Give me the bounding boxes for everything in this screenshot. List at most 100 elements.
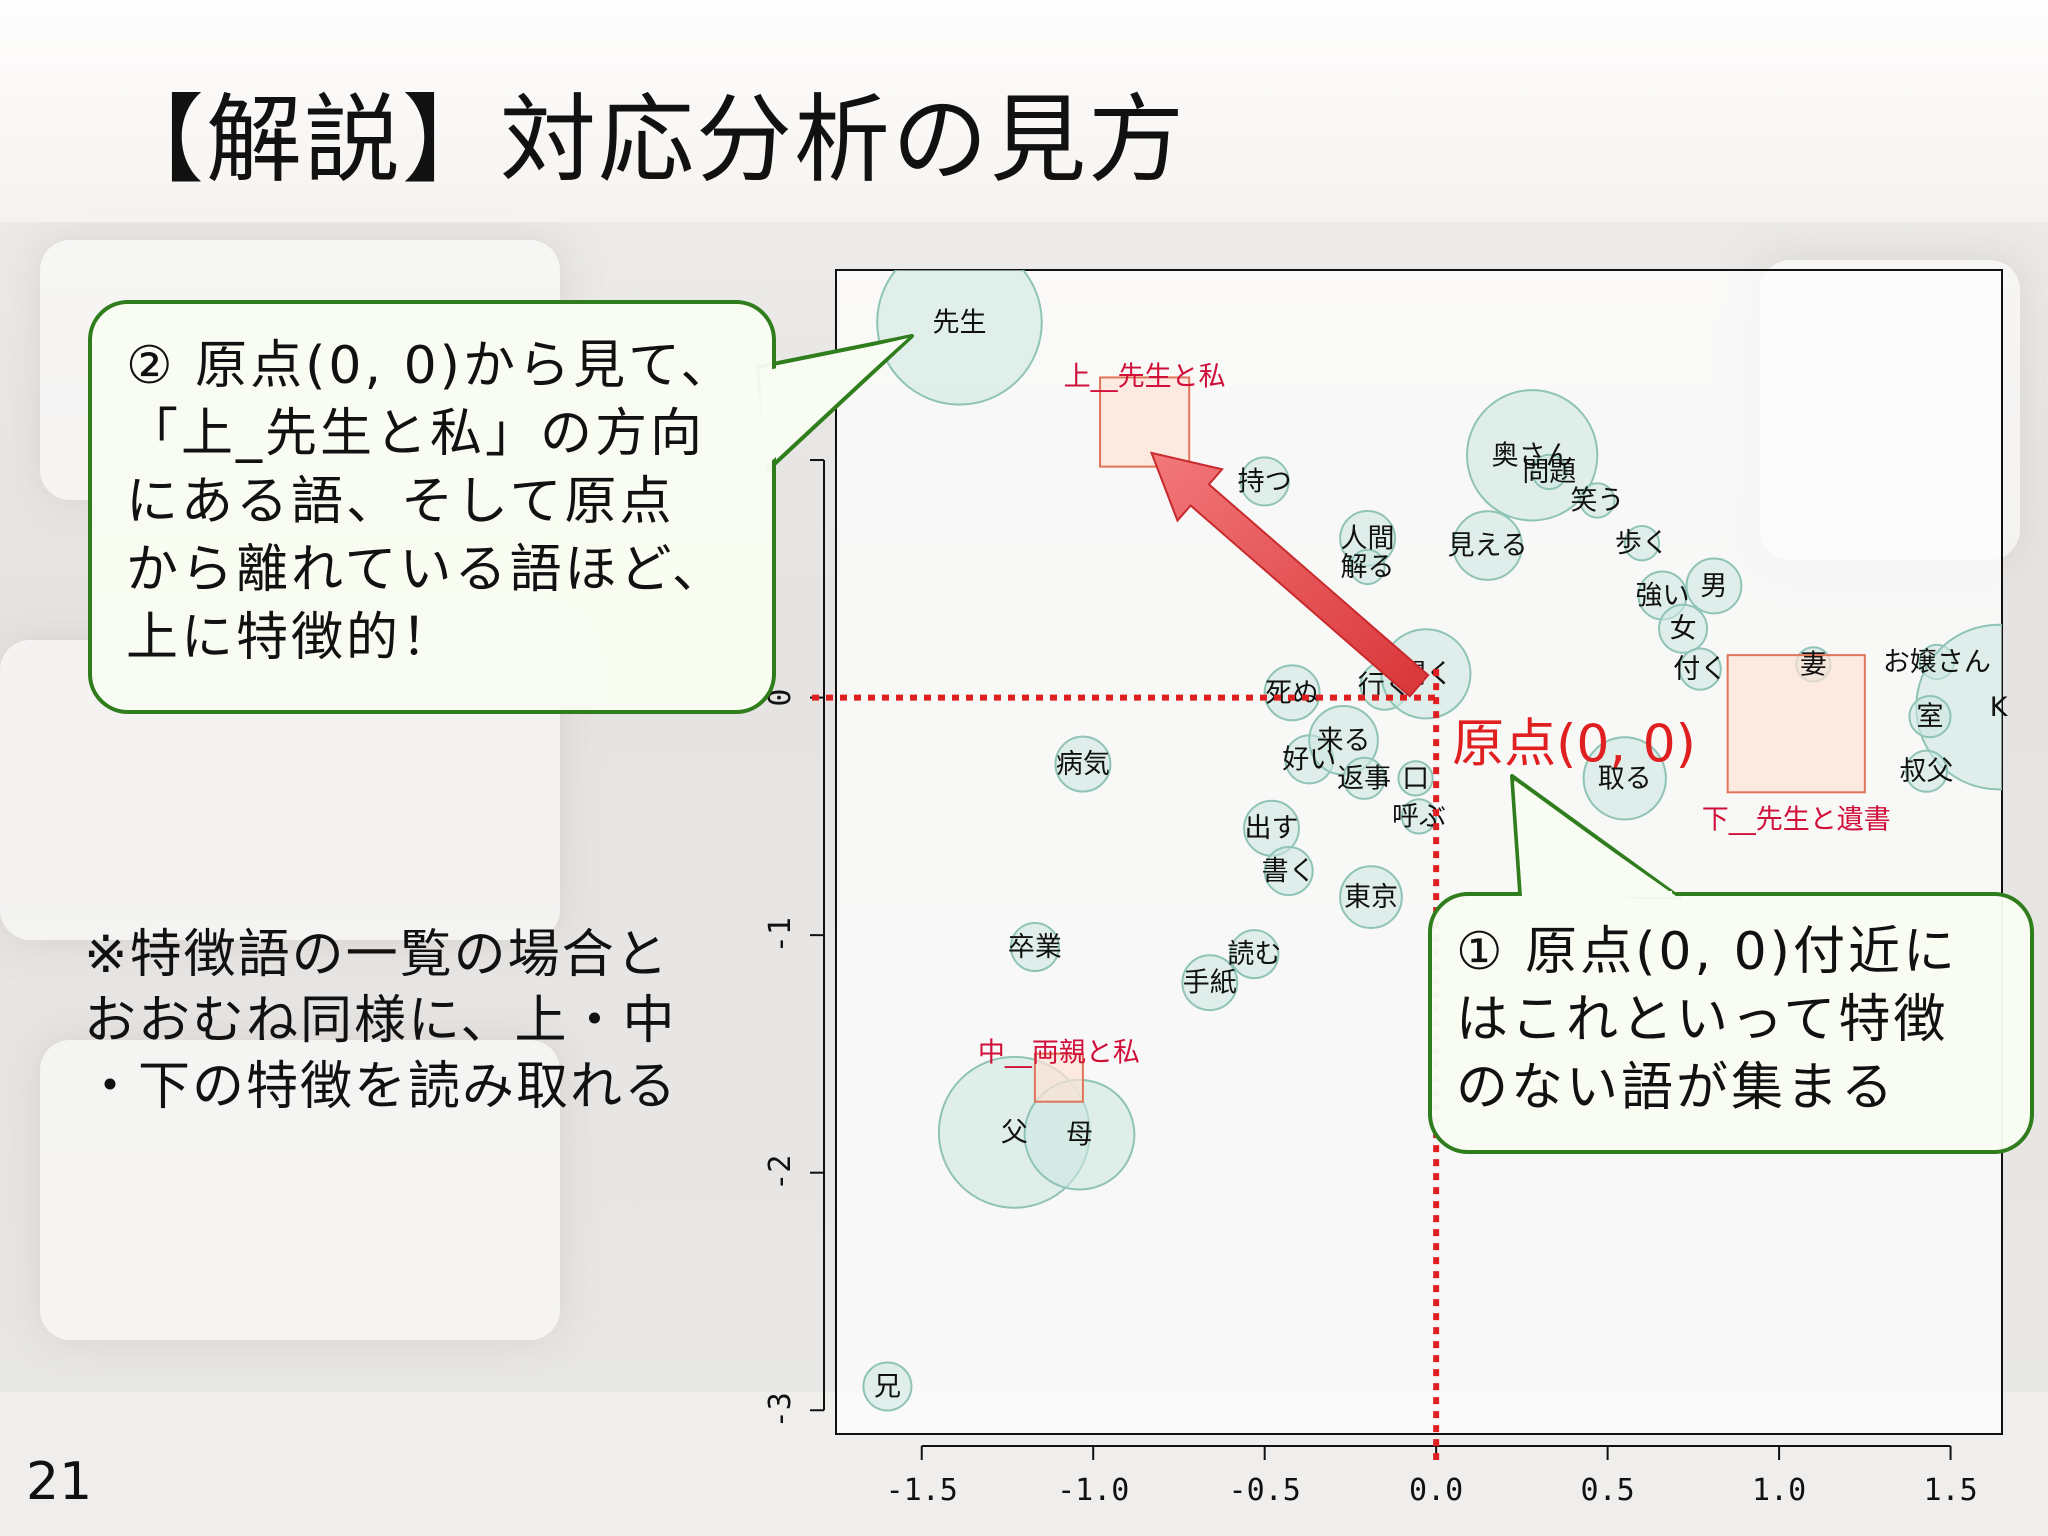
word-bubble <box>1531 453 1568 491</box>
word-label: 出す <box>1245 813 1299 844</box>
y-tick-label: -2 <box>763 1155 798 1191</box>
word-label: 問題 <box>1522 457 1576 488</box>
group-marker <box>1033 1052 1084 1103</box>
word-bubble <box>1623 525 1661 562</box>
word-label: K <box>1990 692 2009 723</box>
word-label: 好い <box>1282 744 1336 775</box>
origin-label: 原点(0, 0) <box>1452 715 1696 775</box>
word-bubble <box>1582 736 1667 821</box>
word-bubble <box>1239 456 1290 507</box>
word-label: 病気 <box>1056 749 1110 780</box>
word-bubble <box>1678 647 1722 691</box>
x-tick-label: -0.5 <box>1229 1473 1301 1508</box>
word-label: 強い <box>1635 580 1689 611</box>
callout-line: ① 原点(0, 0)付近に <box>1456 922 1958 982</box>
x-tick-label: -1.0 <box>1057 1473 1129 1508</box>
word-bubble <box>1397 760 1434 797</box>
word-bubble <box>1685 557 1743 615</box>
word-label: 妻 <box>1800 649 1827 680</box>
word-bubble <box>1400 798 1438 835</box>
x-tick-label: 0.5 <box>1581 1473 1635 1508</box>
note-line: おおむね同様に、上・中 <box>84 991 677 1051</box>
word-bubble <box>1054 735 1112 793</box>
word-bubble <box>862 1361 913 1412</box>
x-tick-label: 1.5 <box>1923 1473 1977 1508</box>
callout-line: にある語、そして原点 <box>126 472 675 532</box>
word-label: 室 <box>1916 702 1943 733</box>
word-bubble <box>1904 749 1949 793</box>
word-label: 先生 <box>932 307 986 338</box>
word-label: 兄 <box>874 1371 901 1402</box>
word-label: 父 <box>1001 1117 1028 1148</box>
word-label: 解る <box>1341 552 1395 583</box>
callout-line: はこれといって特徴 <box>1456 990 1949 1050</box>
slide-number: 21 <box>26 1452 93 1512</box>
callout-origin-neighborhood-text: ① 原点(0, 0)付近に はこれといって特徴 のない語が集まる <box>1456 918 1958 1122</box>
callout-line: ② 原点(0, 0)から見て、 <box>126 336 736 396</box>
word-bubble <box>1658 603 1709 654</box>
group-label: 上__先生と私 <box>1064 361 1226 392</box>
y-tick-label: -3 <box>763 1392 798 1428</box>
note-line: ※特徴語の一覧の場合と <box>84 925 670 985</box>
word-label: 女 <box>1670 614 1697 645</box>
callout-origin-direction <box>88 300 776 714</box>
word-bubble <box>1908 695 1952 739</box>
callout-line: 上に特徴的！ <box>126 608 457 668</box>
page-title: 【解説】対応分析の見方 <box>108 84 1186 196</box>
word-label: 死ぬ <box>1265 678 1319 709</box>
direction-arrow <box>1149 451 1430 698</box>
word-label: お嬢さん <box>1883 647 1991 678</box>
group-label: 下__先生と遺書 <box>1702 804 1891 835</box>
word-bubble <box>1579 482 1616 519</box>
background-key <box>40 1040 560 1340</box>
word-bubble <box>1452 510 1523 581</box>
note-text: ※特徴語の一覧の場合と おおむね同様に、上・中 ・下の特徴を読み取れる <box>84 922 678 1120</box>
word-label: 人間 <box>1341 523 1395 554</box>
word-bubble <box>1263 845 1314 897</box>
word-bubble <box>876 270 1043 406</box>
word-label: 奥さん <box>1492 440 1573 471</box>
word-label: 男 <box>1700 571 1727 602</box>
word-label: 口 <box>1402 763 1429 794</box>
word-bubble <box>1263 664 1321 722</box>
group-marker <box>1726 654 1866 794</box>
word-bubble <box>1009 922 1060 973</box>
word-bubble <box>1339 865 1403 929</box>
plot-area <box>835 269 2003 1435</box>
callout-origin-direction-text: ② 原点(0, 0)から見て、 「上_先生と私」の方向 にある語、そして原点 か… <box>126 332 735 672</box>
word-bubble <box>1229 929 1280 980</box>
word-label: 見える <box>1447 531 1527 562</box>
note-line: ・下の特徴を読み取れる <box>84 1057 679 1117</box>
callout-origin-neighborhood <box>1428 892 2034 1154</box>
group-marker <box>1099 376 1191 468</box>
word-label: 読む <box>1227 939 1281 970</box>
word-label: 取る <box>1598 763 1652 794</box>
word-label: 歩く <box>1615 528 1669 559</box>
word-label: 書く <box>1262 856 1316 887</box>
word-bubble <box>1349 548 1386 586</box>
word-bubble <box>1342 756 1386 800</box>
x-tick-label: -1.5 <box>886 1473 958 1508</box>
word-label: 卒業 <box>1008 932 1062 963</box>
word-label: 叔父 <box>1900 756 1954 787</box>
callout-line: 「上_先生と私」の方向 <box>126 404 706 464</box>
y-tick-label: 0 <box>763 689 798 707</box>
callout-line: から離れている語ほど、 <box>126 540 727 600</box>
word-label: 母 <box>1066 1120 1093 1151</box>
word-label: 手紙 <box>1183 968 1237 999</box>
x-tick-label: 0.0 <box>1409 1473 1463 1508</box>
word-label: 返事 <box>1337 763 1391 794</box>
word-label: 来る <box>1317 725 1371 756</box>
word-label: 持つ <box>1238 466 1292 497</box>
word-bubble <box>1181 954 1239 1012</box>
x-tick-label: 1.0 <box>1752 1473 1806 1508</box>
word-label: 付く <box>1673 654 1727 685</box>
callout-line: のない語が集まる <box>1456 1058 1897 1118</box>
word-label: 東京 <box>1344 882 1398 913</box>
word-label: 笑う <box>1570 485 1624 516</box>
title-band <box>0 0 2048 222</box>
word-bubble <box>1466 389 1599 522</box>
group-label: 中__両親と私 <box>978 1038 1140 1069</box>
